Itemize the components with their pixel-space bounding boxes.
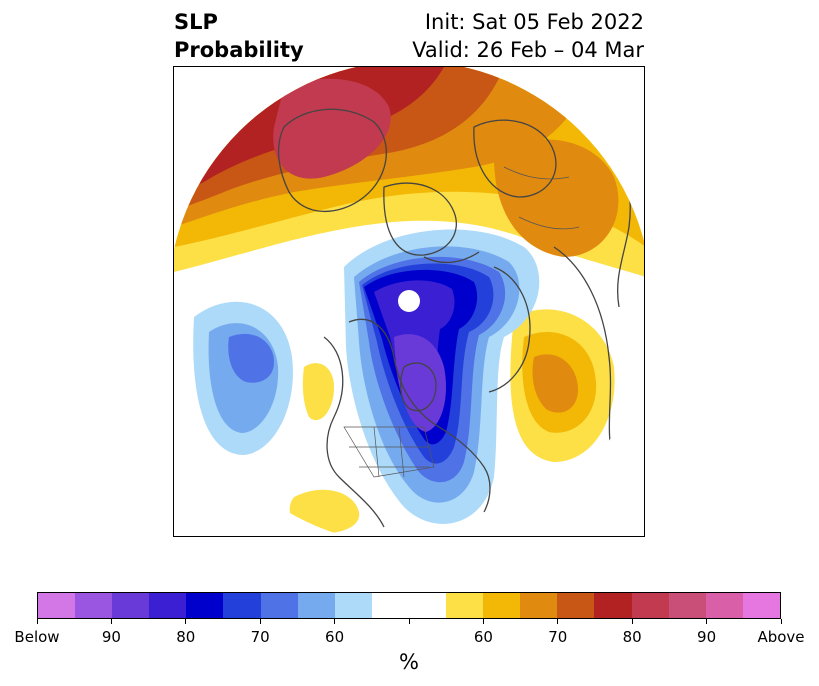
colorbar-swatch — [260, 593, 298, 618]
colorbar-swatch — [371, 593, 409, 618]
colorbar-swatch — [668, 593, 706, 618]
colorbar-tick — [110, 619, 112, 624]
colorbar-swatch — [112, 593, 150, 618]
colorbar-tick — [780, 619, 782, 624]
colorbar-swatch — [38, 593, 76, 618]
colorbar-tick — [408, 619, 410, 624]
colorbar-swatch — [186, 593, 224, 618]
init-date: Init: Sat 05 Feb 2022 — [424, 10, 644, 34]
colorbar-tick-label: 90 — [101, 628, 121, 646]
colorbar-swatch — [149, 593, 187, 618]
probability-map — [173, 66, 645, 537]
chart-title-right: Init: Sat 05 Feb 2022 Valid: 26 Feb – 04… — [412, 8, 644, 64]
colorbar-tick-label: Above — [757, 628, 805, 646]
colorbar-swatch — [446, 593, 484, 618]
title-product: Probability — [174, 38, 304, 62]
valid-range: Valid: 26 Feb – 04 Mar — [412, 38, 644, 62]
colorbar-swatch — [223, 593, 261, 618]
colorbar-tick — [706, 619, 708, 624]
colorbar-swatch — [705, 593, 743, 618]
colorbar-swatch — [594, 593, 632, 618]
colorbar-tick-label: 70 — [548, 628, 568, 646]
colorbar-swatch — [483, 593, 521, 618]
map-canvas — [174, 67, 644, 536]
colorbar-tick-label: 60 — [325, 628, 345, 646]
colorbar-tick — [185, 619, 187, 624]
colorbar-swatch — [520, 593, 558, 618]
colorbar-tick — [259, 619, 261, 624]
colorbar-swatch — [557, 593, 595, 618]
colorbar-tick — [482, 619, 484, 624]
colorbar-swatch — [631, 593, 669, 618]
colorbar-swatch — [297, 593, 335, 618]
colorbar-tick — [36, 619, 38, 624]
colorbar-tick — [557, 619, 559, 624]
colorbar-swatch — [334, 593, 372, 618]
colorbar-unit: % — [399, 650, 419, 674]
colorbar-swatch — [75, 593, 113, 618]
colorbar-tick-label: 60 — [473, 628, 493, 646]
colorbar-tick-label: 80 — [622, 628, 642, 646]
title-variable: SLP — [174, 10, 218, 34]
chart-title-left: SLP Probability — [174, 8, 304, 64]
colorbar-tick — [334, 619, 336, 624]
colorbar-tick-label: Below — [14, 628, 60, 646]
colorbar-swatch — [742, 593, 780, 618]
colorbar-tick-label: 80 — [176, 628, 196, 646]
colorbar — [37, 592, 781, 619]
colorbar-tick-label: 70 — [250, 628, 270, 646]
colorbar-tick-label: 90 — [697, 628, 717, 646]
colorbar-tick — [631, 619, 633, 624]
colorbar-swatch — [408, 593, 447, 618]
